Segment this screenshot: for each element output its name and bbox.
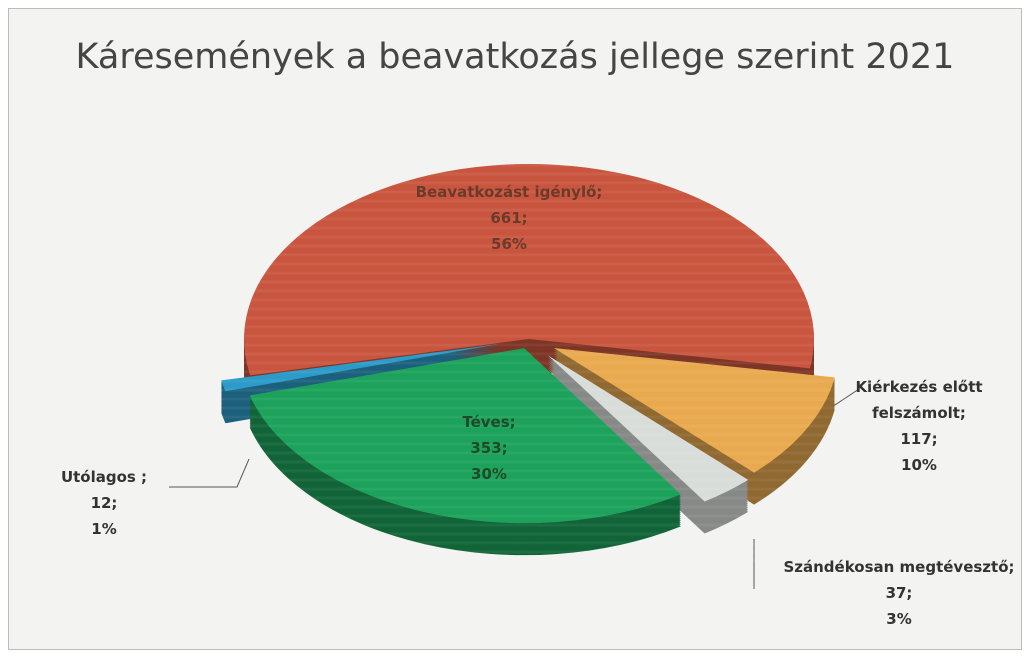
data-label: Szándékosan megtévesztő; 37; 3% bbox=[749, 554, 1030, 632]
label-line: 1% bbox=[91, 520, 117, 538]
label-line: 37; bbox=[885, 584, 913, 602]
chart-title: Káresemények a beavatkozás jellege szeri… bbox=[75, 37, 955, 77]
slice-side bbox=[221, 352, 500, 400]
label-line: 56% bbox=[491, 235, 527, 253]
data-label: Kiérkezés előtt felszámolt; 117; 10% bbox=[829, 374, 1009, 478]
label-line: 3% bbox=[886, 610, 912, 628]
label-line: 353; bbox=[470, 439, 508, 457]
pie bbox=[209, 127, 849, 563]
data-label: Utólagos ; 12; 1% bbox=[29, 464, 179, 542]
data-label: Téves; 353; 30% bbox=[399, 409, 579, 487]
label-line: Kiérkezés előtt felszámolt; bbox=[855, 378, 983, 422]
label-line: Beavatkozást igénylő; bbox=[415, 183, 603, 201]
slice-side bbox=[221, 350, 500, 398]
label-line: 10% bbox=[901, 456, 937, 474]
label-line: Utólagos ; bbox=[60, 468, 148, 486]
data-label: Beavatkozást igénylő; 661; 56% bbox=[349, 179, 669, 257]
slice-side bbox=[221, 348, 500, 396]
label-line: Téves; bbox=[462, 413, 516, 431]
label-line: 12; bbox=[90, 494, 118, 512]
slice bbox=[221, 344, 500, 392]
slice bbox=[547, 355, 749, 502]
label-line: Szándékosan megtévesztő; bbox=[783, 558, 1015, 576]
label-line: 30% bbox=[471, 465, 507, 483]
leader-line bbox=[169, 458, 250, 488]
pie-plot bbox=[169, 127, 860, 589]
chart: Káresemények a beavatkozás jellege szeri… bbox=[8, 8, 1022, 650]
label-line: 117; bbox=[900, 430, 938, 448]
slice-side bbox=[221, 346, 500, 394]
slice bbox=[553, 348, 835, 473]
label-line: 661; bbox=[490, 209, 528, 227]
slice bbox=[249, 348, 681, 524]
slice bbox=[243, 163, 814, 376]
